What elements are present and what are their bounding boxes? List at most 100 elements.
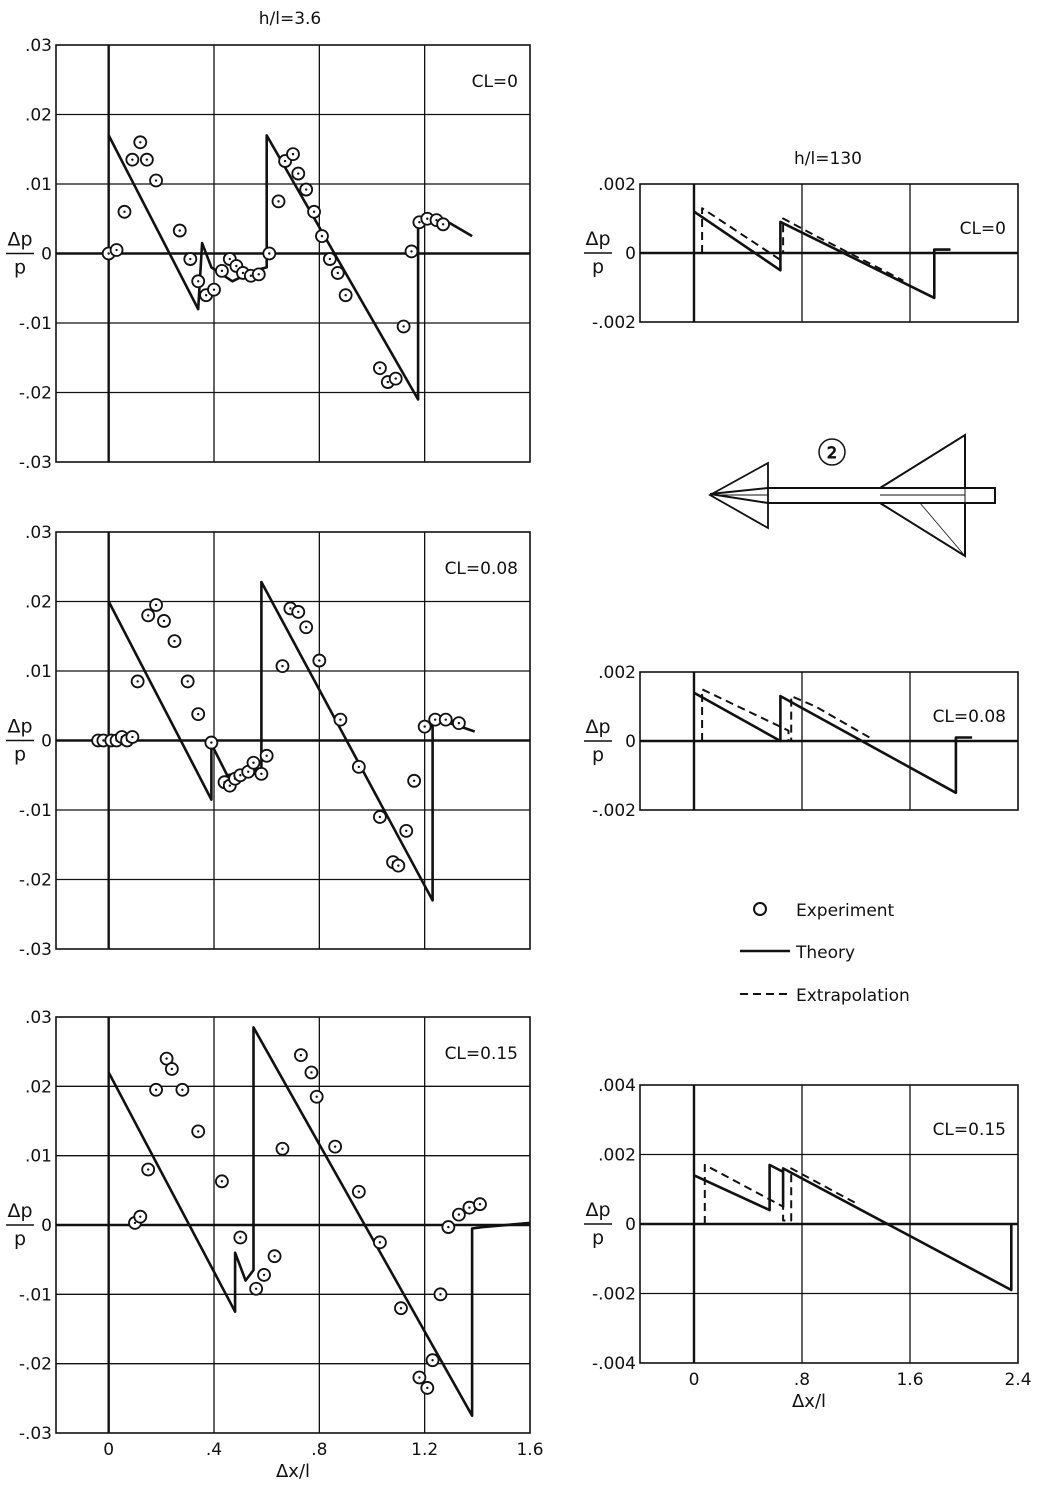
experiment-marker-dot	[178, 229, 181, 232]
experiment-point	[125, 730, 140, 744]
experiment-marker-dot	[297, 172, 300, 175]
y-tick-label: -.01	[19, 1285, 52, 1305]
experiment-marker-dot	[402, 325, 405, 328]
experiment-marker-dot	[281, 1147, 284, 1150]
experiment-marker-dot	[145, 158, 149, 161]
plot-frame	[639, 183, 1019, 323]
experiment-marker-dot	[339, 718, 342, 721]
experiment-marker-dot	[357, 765, 361, 769]
y-tick-label: -.02	[19, 1355, 52, 1375]
experiment-marker-dot	[378, 815, 382, 819]
experiment-point	[293, 1048, 308, 1063]
experiment-marker-dot	[268, 252, 271, 255]
experiment-point	[117, 204, 132, 219]
experiment-point	[436, 217, 451, 232]
experiment-point	[417, 719, 432, 734]
experiment-marker-dot	[441, 223, 445, 226]
y-tick-label: -.002	[592, 801, 636, 821]
y-tick-label: .004	[598, 1076, 636, 1096]
panel-left-top: .03 .02 .01 0 -.01 -.02 -.03 Δp p CL=0	[6, 36, 531, 473]
legend-extrapolation-label: Extrapolation	[796, 986, 910, 1006]
experiment-marker-dot	[318, 659, 321, 662]
x-tick-label: 1.6	[896, 1370, 923, 1390]
experiment-marker-dot	[336, 271, 339, 275]
experiment-marker-dot	[423, 725, 426, 728]
experiment-marker-dot	[291, 152, 295, 156]
experiment-point	[328, 1139, 343, 1154]
experiment-point	[399, 823, 414, 838]
experiment-marker-dot	[289, 607, 292, 610]
panel-right-bottom: .004 .002 0 -.002 -.004 0 .8 1.6 2.4 Δx/l Δp p CL=0.…	[584, 1076, 1032, 1412]
experiment-marker-dot	[197, 1130, 200, 1133]
y-tick-label: 0	[41, 732, 52, 752]
experiment-point	[172, 223, 187, 238]
experiment-point	[372, 361, 387, 376]
experiment-marker-dot	[123, 210, 126, 213]
experiment-point	[164, 1062, 179, 1076]
experiment-marker-dot	[212, 288, 216, 291]
extrapolation-line	[701, 207, 904, 282]
y-axis-label-top: Δp	[585, 228, 610, 250]
experiment-marker-dot	[320, 234, 324, 238]
y-axis-label-bottom: p	[592, 744, 604, 766]
experiment-point	[330, 266, 345, 280]
y-tick-label: -.02	[19, 871, 52, 891]
experiment-point	[309, 1089, 324, 1104]
y-tick-label: -.004	[592, 1354, 636, 1374]
experiment-marker-dot	[328, 257, 332, 261]
experiment-marker-dot	[304, 188, 308, 191]
experiment-point	[299, 620, 314, 635]
y-tick-label: .01	[25, 175, 52, 195]
y-tick-label: .02	[25, 1077, 52, 1097]
experiment-point	[412, 1370, 427, 1385]
experiment-marker-dot	[228, 257, 231, 261]
experiment-point	[175, 1082, 190, 1097]
experiment-point	[407, 773, 422, 788]
experiment-point	[425, 1353, 440, 1368]
experiment-point	[141, 1162, 156, 1177]
y-axis-label-bottom: p	[14, 1228, 26, 1250]
y-tick-label: .03	[25, 523, 52, 543]
y-axis-label-bottom: p	[14, 744, 26, 766]
panel-label: CL=0	[960, 219, 1006, 239]
y-tick-label: -.03	[19, 940, 52, 960]
panel-left-bottom: .03 .02 .01 0 -.01 -.02 -.03 0 .4 .8 1.2 1.6 Δx/l Δp p…	[6, 1008, 544, 1482]
experiment-marker-dot	[186, 680, 189, 683]
experiment-marker-dot	[378, 1241, 382, 1244]
experiment-marker-dot	[252, 761, 255, 764]
experiment-point	[207, 282, 221, 297]
experiment-point	[275, 659, 290, 674]
experiment-marker-dot	[165, 1057, 168, 1060]
experiment-marker-dot	[273, 1255, 276, 1258]
experiment-point	[133, 1209, 148, 1224]
experiment-point	[214, 263, 229, 278]
experiment-marker-dot	[412, 779, 416, 783]
x-tick-label: .4	[206, 1440, 222, 1460]
experiment-point	[438, 712, 453, 727]
experiment-marker-dot	[265, 754, 268, 757]
header-right: h/l=130	[794, 149, 862, 169]
experiment-point	[291, 605, 306, 619]
experiment-point	[271, 194, 286, 209]
experiment-point	[251, 267, 266, 282]
experiment-marker-dot	[405, 829, 408, 833]
experiment-marker-dot	[220, 1180, 224, 1183]
experiment-marker-dot	[102, 739, 105, 742]
experiment-marker-dot	[435, 218, 438, 222]
experiment-marker-dot	[277, 200, 280, 203]
plot-frame	[55, 44, 531, 463]
y-tick-label: -.01	[19, 801, 52, 821]
header-left: h/l=3.6	[259, 9, 322, 29]
experiment-marker-dot	[146, 1168, 150, 1171]
experiment-marker-dot	[399, 1307, 403, 1310]
experiment-point	[291, 166, 306, 181]
experiment-point	[338, 288, 353, 303]
experiment-marker-dot	[154, 603, 158, 607]
panel-right-top: .002 0 -.002 Δp p CL=0	[584, 175, 1019, 333]
extrapolation-line	[703, 1163, 857, 1224]
experiment-point	[191, 274, 206, 289]
legend-experiment-label: Experiment	[796, 901, 895, 921]
experiment-marker-dot	[397, 864, 400, 867]
y-tick-label: -.01	[19, 314, 52, 334]
experiment-marker-dot	[204, 294, 208, 297]
